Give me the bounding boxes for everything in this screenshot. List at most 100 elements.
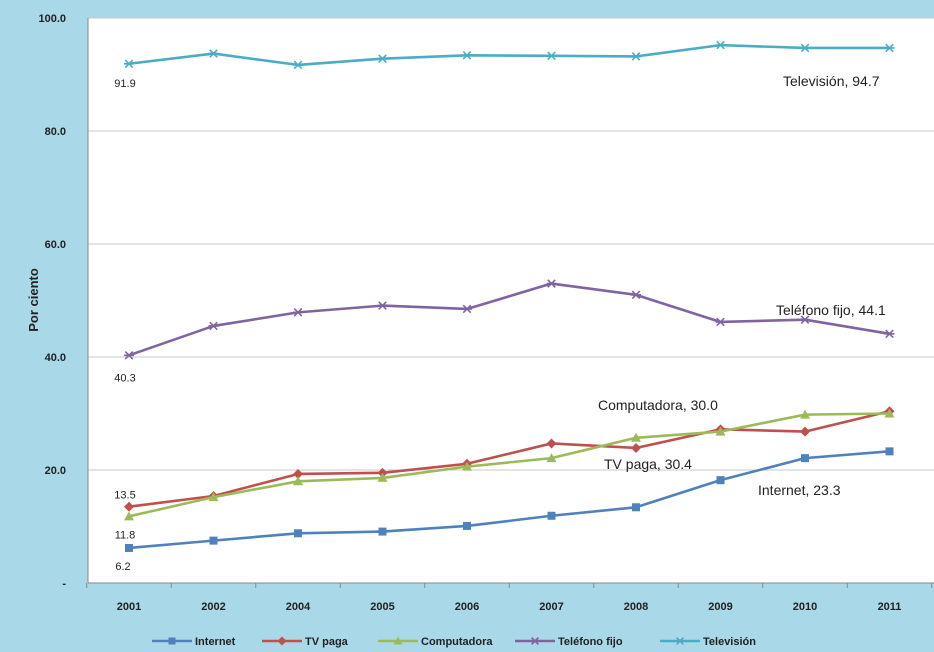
- data-point: [800, 409, 810, 419]
- data-point: [631, 52, 641, 61]
- data-point: [800, 315, 810, 325]
- start-value-label: 11.8: [115, 529, 136, 541]
- data-point: [546, 51, 557, 61]
- data-point: [631, 290, 641, 300]
- data-point: [462, 50, 472, 60]
- data-point: [800, 426, 810, 437]
- series-end-label: Computadora, 30.0: [598, 397, 718, 413]
- x-tick-label: 2007: [539, 601, 563, 613]
- series-line: [128, 409, 890, 509]
- data-point: [393, 636, 403, 645]
- series-end-label: Televisión, 94.7: [783, 73, 880, 89]
- data-point: [715, 317, 726, 327]
- x-tick-label: 2001: [117, 601, 141, 613]
- series-end-label: TV paga, 30.4: [604, 456, 692, 472]
- data-point: [209, 536, 218, 545]
- legend-item: Televisión: [660, 636, 756, 648]
- data-point: [715, 426, 726, 436]
- data-point: [546, 438, 557, 449]
- data-point: [884, 408, 895, 418]
- data-point: [377, 301, 388, 310]
- start-value-label: 40.3: [114, 372, 135, 384]
- plot-area: [88, 18, 934, 583]
- data-point: [547, 511, 556, 520]
- y-tick-label: 80.0: [45, 126, 66, 138]
- x-tick-label: 2008: [624, 601, 648, 613]
- data-point: [124, 350, 134, 360]
- data-point: [462, 304, 472, 314]
- y-tick-label: 100.0: [38, 13, 66, 25]
- data-point: [125, 543, 133, 552]
- legend-label: Televisión: [703, 636, 756, 648]
- data-point: [378, 527, 387, 536]
- data-point: [463, 521, 471, 530]
- y-axis-title: Por ciento: [26, 268, 41, 332]
- series-end-label: Teléfono fijo, 44.1: [776, 302, 886, 318]
- grid-lines: [88, 17, 934, 471]
- data-point: [546, 279, 557, 288]
- data-point: [124, 59, 134, 69]
- series-2: [124, 408, 895, 521]
- data-point: [293, 468, 303, 479]
- x-tick-label: 2005: [370, 601, 394, 613]
- data-point: [124, 501, 134, 512]
- x-tick-labels: 2001 2002 2004 2005 2006 2007 2008 2009 2010 2011: [86, 583, 933, 613]
- y-tick-label: 60.0: [45, 239, 66, 251]
- legend-item: Teléfono fijo: [515, 636, 623, 648]
- series-lines: [124, 40, 895, 552]
- series-4: [124, 40, 895, 70]
- series-end-label: Internet, 23.3: [758, 482, 841, 498]
- data-point: [293, 60, 303, 70]
- legend-item: Internet: [152, 636, 236, 648]
- data-point: [462, 461, 472, 471]
- data-point: [208, 321, 219, 331]
- data-point: [631, 432, 641, 442]
- data-point: [800, 43, 810, 53]
- data-point: [124, 511, 134, 521]
- start-value-label: 91.9: [114, 78, 135, 90]
- series-line: [128, 282, 890, 357]
- y-tick-label: 40.0: [45, 352, 66, 364]
- start-value-label: 13.5: [114, 490, 135, 502]
- x-tick-label: 2010: [793, 601, 817, 613]
- legend-item: Computadora: [378, 636, 493, 648]
- series-line: [128, 43, 890, 67]
- x-tick-label: 2002: [201, 601, 225, 613]
- data-point: [168, 637, 176, 645]
- data-point: [377, 472, 388, 482]
- data-point: [801, 454, 809, 463]
- data-point: [884, 329, 895, 339]
- legend-label: Computadora: [421, 636, 493, 648]
- data-point: [377, 467, 388, 478]
- legend-label: Teléfono fijo: [558, 636, 623, 648]
- series-3: [124, 279, 895, 360]
- series-line: [128, 412, 890, 518]
- legend-label: TV paga: [305, 636, 349, 648]
- legend: Internet TV paga Computadora Teléfono fijo T…: [152, 636, 756, 648]
- data-point: [632, 503, 640, 512]
- y-tick-labels: - 20.0 40.0 60.0 80.0 100.0: [38, 13, 66, 590]
- y-tick-label: -: [62, 578, 66, 590]
- data-point: [208, 49, 219, 58]
- data-labels: 6.2 Internet, 23.3 13.5 TV paga, 30.4 11.8 Co…: [114, 73, 886, 573]
- series-1: [124, 406, 895, 512]
- legend-label: Internet: [195, 636, 236, 648]
- data-point: [716, 476, 725, 485]
- start-value-label: 6.2: [115, 561, 130, 573]
- data-point: [293, 476, 303, 486]
- data-point: [884, 43, 895, 53]
- series-line: [128, 450, 890, 550]
- data-point: [294, 529, 302, 538]
- x-tick-label: 2006: [455, 601, 479, 613]
- data-point: [208, 492, 219, 502]
- data-point: [885, 447, 894, 456]
- legend-item: TV paga: [262, 636, 349, 648]
- data-point: [631, 442, 641, 453]
- y-tick-label: 20.0: [45, 465, 66, 477]
- x-tick-label: 2009: [708, 601, 732, 613]
- data-point: [277, 636, 287, 646]
- data-point: [293, 308, 303, 317]
- x-tick-label: 2004: [286, 601, 311, 613]
